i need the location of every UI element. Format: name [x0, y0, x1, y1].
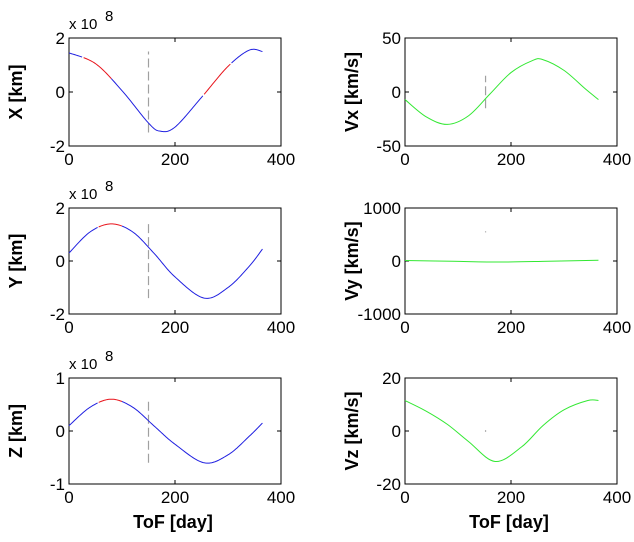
- y-tick-label: -1: [50, 475, 65, 494]
- x-tick-label: 400: [267, 318, 295, 337]
- y-tick-label: 50: [382, 29, 401, 48]
- y-axis-label: Vz [km/s]: [342, 391, 362, 470]
- y-tick-label: 1: [56, 369, 65, 388]
- x-tick-label: 0: [64, 488, 73, 507]
- series-line-segment-red: [203, 63, 231, 95]
- series-line-segment-red: [98, 398, 123, 403]
- x-tick-label: 200: [161, 150, 189, 169]
- series-line-segment-red: [98, 223, 123, 228]
- y-axis-label: Vx [km/s]: [342, 52, 362, 132]
- axes-box-y: [68, 207, 282, 315]
- series-line-segment-blue: [68, 227, 98, 254]
- multiplier-base: x 10: [69, 186, 97, 203]
- series-line-segment-blue: [121, 225, 263, 299]
- axes-box-x: [68, 37, 282, 147]
- multiplier-exponent: 8: [105, 178, 113, 195]
- multiplier-exponent: 8: [105, 8, 113, 25]
- y-axis-label: Z [km]: [6, 404, 26, 458]
- series-line-segment-blue: [111, 78, 204, 133]
- y-tick-label: 0: [392, 83, 401, 102]
- y-tick-label: 2: [56, 29, 65, 48]
- y-tick-label: 0: [392, 422, 401, 441]
- y-axis-label: Vy [km/s]: [342, 221, 362, 300]
- series-line-segment-red: [83, 57, 112, 80]
- x-tick-label: 0: [400, 488, 409, 507]
- y-tick-label: 0: [56, 422, 65, 441]
- series-line-vy: [404, 259, 599, 263]
- x-axis-label: ToF [day]: [133, 512, 213, 532]
- x-tick-label: 400: [603, 318, 631, 337]
- y-tick-label: -1000: [358, 305, 401, 324]
- y-tick-label: -50: [376, 137, 401, 156]
- x-tick-label: 0: [64, 150, 73, 169]
- y-tick-label: -20: [376, 475, 401, 494]
- multiplier-exponent: 8: [105, 348, 113, 365]
- x-tick-label: 0: [400, 150, 409, 169]
- series-line-segment-blue: [121, 401, 263, 464]
- x-tick-label: 200: [497, 150, 525, 169]
- series-line-segment-blue: [68, 52, 83, 58]
- axes-box-vz: [404, 377, 618, 485]
- series-line-vx: [404, 58, 599, 125]
- axes-box-z: [68, 377, 282, 485]
- y-tick-label: -2: [50, 137, 65, 156]
- series-line-segment-blue: [68, 402, 98, 427]
- multiplier-base: x 10: [69, 356, 97, 373]
- y-tick-label: 0: [56, 83, 65, 102]
- x-tick-label: 200: [161, 318, 189, 337]
- y-axis-label: X [km]: [6, 64, 26, 119]
- x-tick-label: 400: [603, 150, 631, 169]
- x-tick-label: 200: [497, 318, 525, 337]
- x-tick-label: 400: [267, 488, 295, 507]
- y-tick-label: 2: [56, 199, 65, 218]
- x-axis-label: ToF [day]: [469, 512, 549, 532]
- y-tick-label: 0: [392, 252, 401, 271]
- y-tick-label: 1000: [363, 199, 401, 218]
- y-tick-label: -2: [50, 305, 65, 324]
- axes-box-vx: [404, 37, 618, 147]
- x-tick-label: 400: [267, 150, 295, 169]
- x-tick-label: 0: [400, 318, 409, 337]
- x-tick-label: 200: [161, 488, 189, 507]
- x-tick-label: 200: [497, 488, 525, 507]
- y-axis-label: Y [km]: [6, 234, 26, 289]
- x-tick-label: 400: [603, 488, 631, 507]
- y-tick-label: 0: [56, 252, 65, 271]
- series-line-vz: [404, 399, 599, 462]
- series-line-segment-blue: [231, 48, 263, 64]
- x-tick-label: 0: [64, 318, 73, 337]
- y-tick-label: 20: [382, 369, 401, 388]
- multiplier-base: x 10: [69, 16, 97, 33]
